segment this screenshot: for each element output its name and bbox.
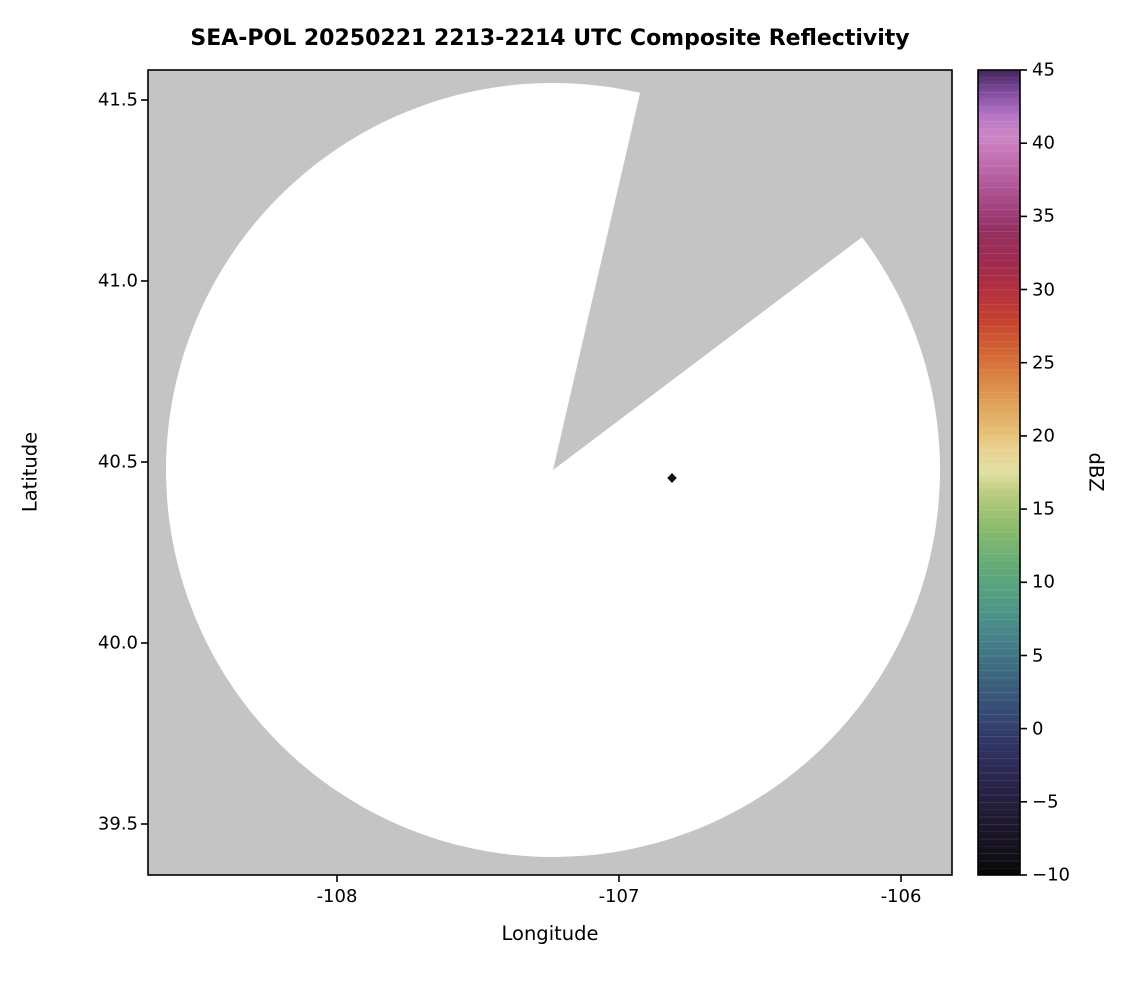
colorbar-label: dBZ — [1084, 452, 1108, 492]
x-axis-label: Longitude — [501, 922, 599, 945]
colorbar-tick-marks — [1020, 69, 1027, 876]
y-tick-label: 40.0 — [97, 632, 138, 654]
radar-echo-marker — [667, 473, 677, 483]
x-tick-label: -108 — [316, 886, 358, 907]
colorbar-tick-label: 40 — [1032, 132, 1055, 154]
axes-frame — [147, 69, 953, 876]
chart-title: SEA-POL 20250221 2213-2214 UTC Composite… — [190, 26, 910, 51]
colorbar-tick-label: 25 — [1032, 352, 1055, 374]
y-axis-label: Latitude — [18, 431, 42, 513]
colorbar-tick-label: −10 — [1032, 864, 1070, 886]
y-tick-label: 39.5 — [97, 813, 138, 835]
y-tick-marks — [141, 99, 148, 825]
y-tick-label: 41.5 — [97, 89, 138, 111]
colorbar-tick-label: 15 — [1032, 498, 1055, 520]
colorbar-tick-label: 10 — [1032, 571, 1055, 593]
plot-background-no-data — [148, 70, 952, 875]
x-tick-label: -107 — [598, 886, 640, 907]
x-tick-marks — [336, 875, 902, 882]
radar-coverage-area — [166, 82, 941, 857]
x-tick-label: -106 — [880, 886, 922, 907]
y-tick-label: 40.5 — [97, 451, 138, 473]
colorbar-tick-label: 35 — [1032, 205, 1055, 227]
colorbar-tick-label: −5 — [1032, 791, 1059, 813]
colorbar-tick-label: 5 — [1032, 645, 1044, 666]
colorbar-tick-label: 0 — [1032, 718, 1044, 740]
colorbar-tick-label: 45 — [1032, 59, 1055, 81]
y-tick-label: 41.0 — [97, 270, 138, 292]
colorbar-tick-label: 20 — [1032, 425, 1055, 447]
colorbar-gradient — [978, 70, 1020, 875]
colorbar-tick-label: 30 — [1032, 279, 1055, 300]
